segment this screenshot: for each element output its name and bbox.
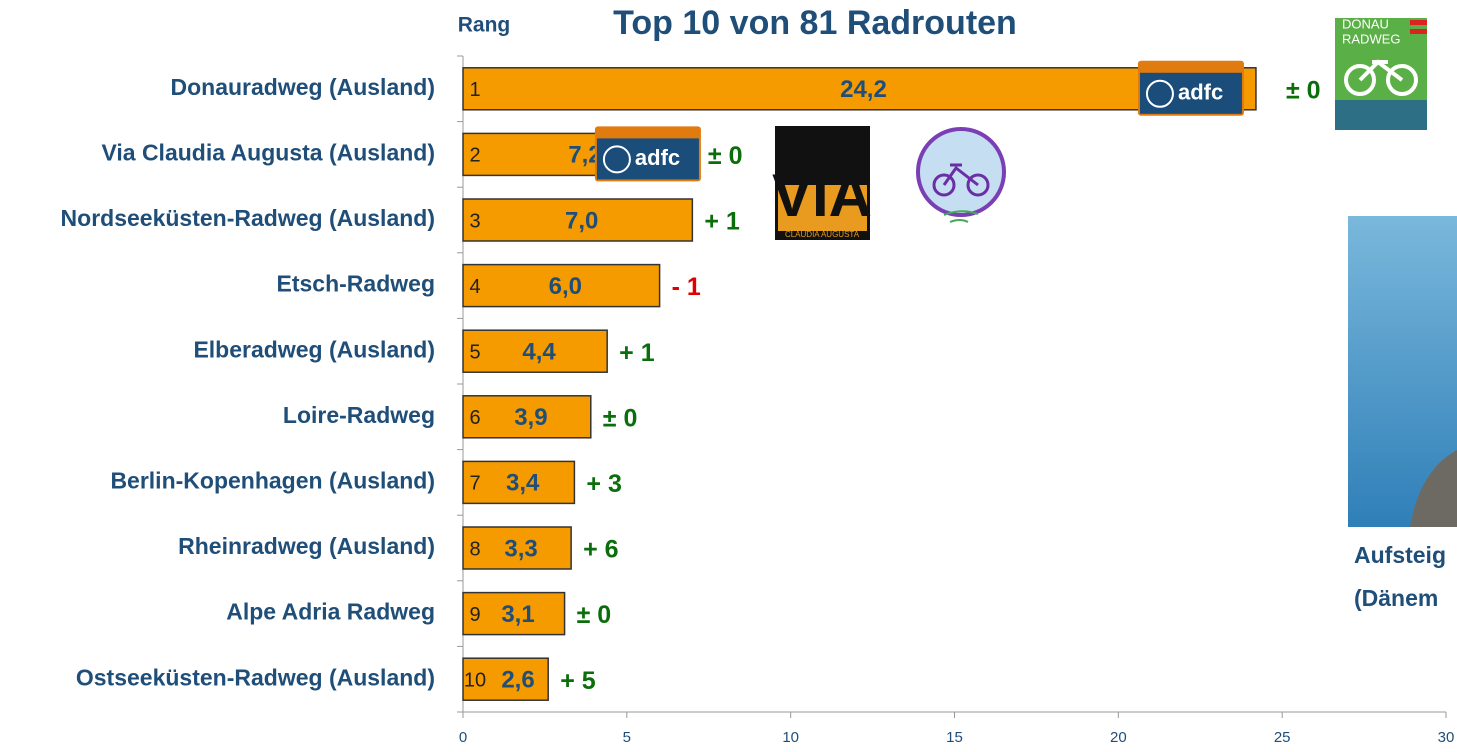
- caption: Aufsteig: [1354, 542, 1446, 568]
- rank-label: 8: [469, 538, 480, 560]
- change-label: ± 0: [1286, 76, 1321, 104]
- value-label: 3,9: [514, 404, 547, 431]
- value-label: 3,4: [506, 470, 540, 497]
- x-tick-label: 15: [946, 729, 963, 746]
- chart-title: Top 10 von 81 Radrouten: [613, 4, 1017, 42]
- value-label: 6,0: [549, 273, 582, 300]
- logo-text: adfc: [635, 145, 680, 170]
- logo-text: CLAUDIA AUGUSTA: [785, 230, 860, 239]
- rank-header: Rang: [458, 14, 511, 37]
- value-label: 2,6: [501, 667, 534, 694]
- x-tick-label: 0: [459, 729, 467, 746]
- category-label: Ostseeküsten-Radweg (Ausland): [76, 664, 435, 690]
- value-label: 3,1: [501, 601, 534, 628]
- x-tick-label: 25: [1274, 729, 1291, 746]
- category-label: Berlin-Kopenhagen (Ausland): [110, 467, 435, 493]
- x-tick-label: 30: [1438, 729, 1455, 746]
- value-label: 24,2: [840, 76, 887, 103]
- logo-text: adfc: [1178, 80, 1223, 105]
- x-tick-label: 5: [623, 729, 631, 746]
- logo-text: DONAU: [1342, 16, 1389, 31]
- category-label: Loire-Radweg: [283, 402, 435, 428]
- chart: Top 10 von 81 Radrouten Rang DONAU RADWE…: [0, 0, 1457, 752]
- adfc-logo: adfc: [1138, 61, 1244, 116]
- rank-label: 3: [469, 210, 480, 232]
- adfc-logo: adfc: [595, 126, 701, 181]
- change-label: ± 0: [603, 404, 638, 432]
- change-label: + 1: [704, 208, 740, 236]
- rank-label: 6: [469, 407, 480, 429]
- category-label: Alpe Adria Radweg: [226, 599, 435, 625]
- category-label: Elberadweg (Ausland): [193, 336, 435, 362]
- logo-text: VIA: [772, 162, 872, 229]
- rank-label: 4: [469, 276, 480, 298]
- category-label: Nordseeküsten-Radweg (Ausland): [61, 205, 435, 231]
- change-label: - 1: [672, 273, 701, 301]
- change-label: ± 0: [708, 142, 743, 170]
- x-tick-label: 10: [782, 729, 799, 746]
- value-label: 4,4: [522, 339, 556, 366]
- change-label: + 3: [586, 470, 621, 498]
- photo: [1348, 216, 1457, 527]
- caption: (Dänem: [1354, 585, 1438, 611]
- change-label: ± 0: [577, 601, 612, 629]
- rank-label: 10: [464, 669, 486, 691]
- change-label: + 5: [560, 667, 596, 695]
- category-label: Via Claudia Augusta (Ausland): [101, 139, 435, 165]
- via-logo: VIA CLAUDIA AUGUSTA: [772, 126, 872, 240]
- value-label: 3,3: [504, 535, 537, 562]
- change-label: + 6: [583, 536, 618, 564]
- rank-label: 9: [469, 604, 480, 626]
- rank-label: 1: [469, 79, 480, 101]
- rank-label: 7: [469, 473, 480, 495]
- rank-label: 2: [469, 145, 480, 167]
- change-label: + 1: [619, 339, 655, 367]
- category-label: Etsch-Radweg: [277, 271, 435, 297]
- logo-text: RADWEG: [1342, 31, 1401, 46]
- category-label: Rheinradweg (Ausland): [178, 533, 435, 559]
- rank-label: 5: [469, 341, 480, 363]
- value-label: 7,0: [565, 207, 598, 234]
- x-tick-label: 20: [1110, 729, 1127, 746]
- category-label: Donauradweg (Ausland): [170, 74, 435, 100]
- donau-logo: DONAU RADWEG: [1335, 16, 1427, 130]
- bike-logo: [918, 129, 1004, 222]
